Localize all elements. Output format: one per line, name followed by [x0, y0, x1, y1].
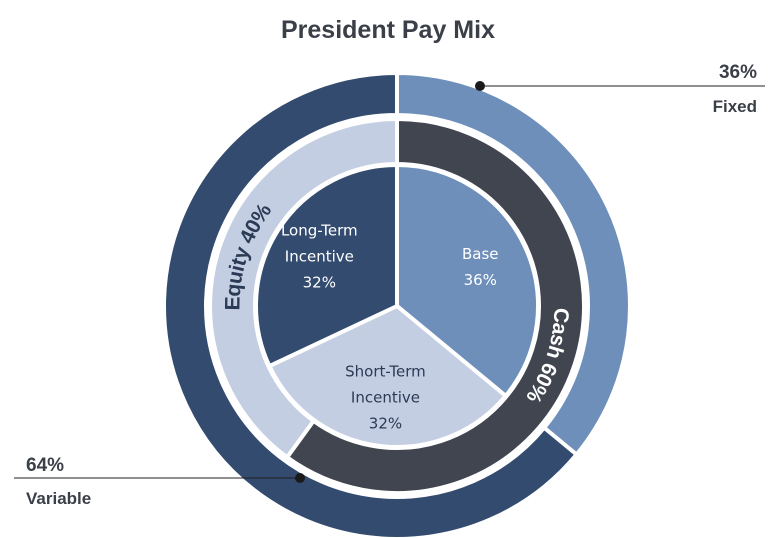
inner-label-long-term-incentive-line-1: Long-Term: [281, 222, 358, 240]
inner-slice-long-term-incentive: [254, 163, 399, 369]
callout-variable-dot: [295, 473, 305, 483]
inner-label-base-line-2: 36%: [464, 271, 497, 289]
callout-variable-value: 64%: [26, 455, 64, 476]
callout-fixed: 36% Fixed: [475, 62, 765, 116]
inner-label-short-term-incentive-line-1: Short-Term: [345, 362, 426, 380]
inner-label-long-term-incentive-line-3: 32%: [303, 274, 336, 292]
callout-variable: 64% Variable: [14, 455, 305, 508]
inner-slice-short-term-incentive: [267, 304, 508, 449]
inner-label-base-line-1: Base: [462, 245, 499, 263]
inner-label-short-term-incentive-line-3: 32%: [369, 414, 402, 432]
callout-fixed-value: 36%: [719, 62, 757, 83]
chart-title: President Pay Mix: [281, 16, 495, 44]
inner-labels-group: Base 36% Short-Term Incentive 32% Long-Term In…: [281, 222, 499, 433]
inner-label-long-term-incentive-line-2: Incentive: [285, 248, 354, 266]
callout-variable-name: Variable: [26, 489, 91, 508]
outer-slice-variable: [162, 71, 579, 538]
callout-fixed-dot: [475, 81, 485, 91]
rings-group: [162, 71, 632, 538]
inner-slice-base: [395, 163, 540, 398]
callout-fixed-name: Fixed: [713, 97, 757, 116]
inner-label-short-term-incentive-line-2: Incentive: [351, 388, 420, 406]
